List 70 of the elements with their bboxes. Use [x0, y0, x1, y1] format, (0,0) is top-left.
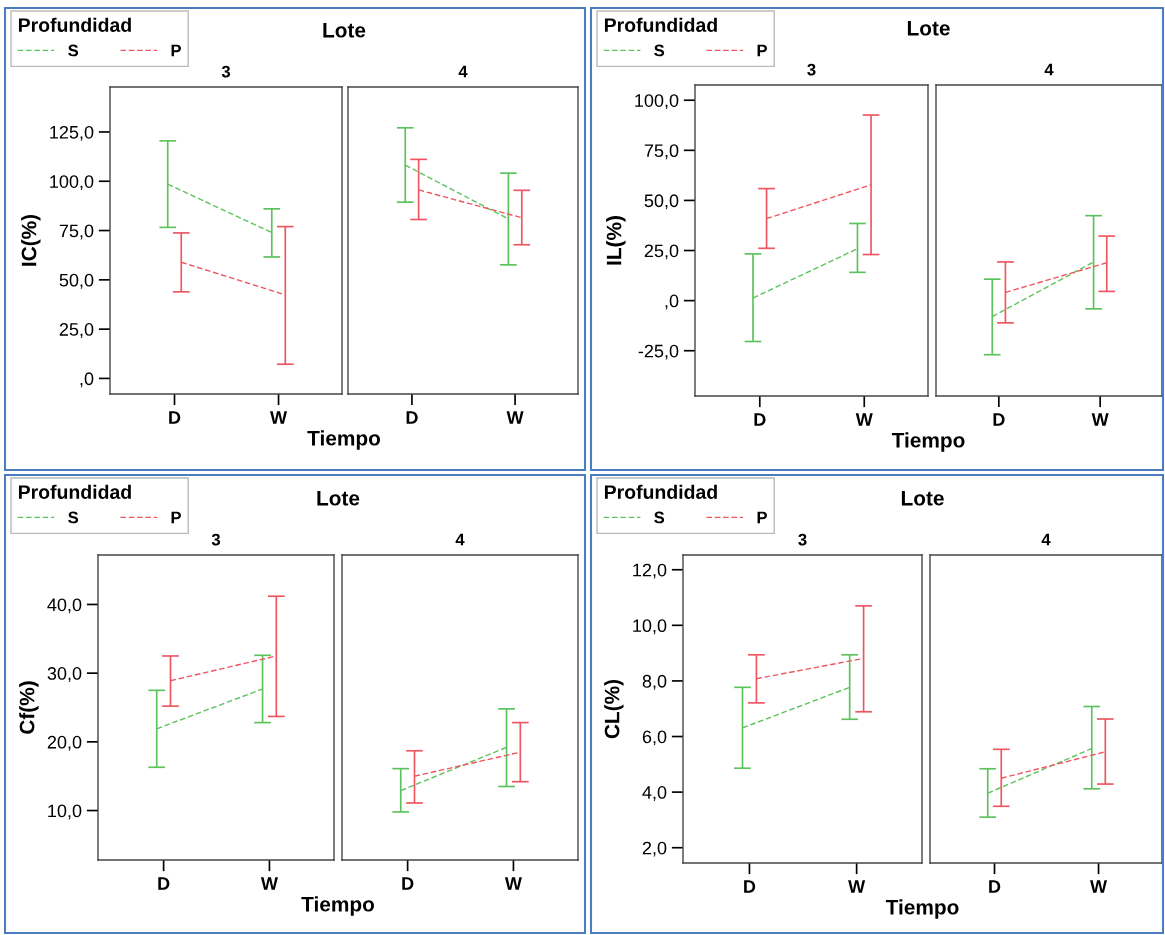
legend-title: Profundidad — [18, 484, 131, 499]
y-tick-label: 10,0 — [48, 804, 82, 820]
x-tick-label: D — [993, 413, 1005, 426]
y-tick-label: 8,0 — [642, 674, 667, 690]
y-tick-label: 4,0 — [642, 786, 667, 801]
y-axis-title: IL(%) — [606, 216, 626, 265]
chart-subtitle: 3 — [221, 65, 231, 78]
x-axis-title: Tiempo — [301, 896, 375, 916]
x-axis-title: Tiempo — [891, 432, 965, 452]
x-tick-label: W — [848, 880, 866, 893]
x-tick-label: W — [504, 877, 522, 890]
legend-label: S — [68, 511, 79, 524]
y-tick-label: 100,0 — [635, 94, 679, 110]
x-tick-label: W — [1090, 880, 1108, 893]
y-tick-label: 75,0 — [644, 144, 679, 160]
y-tick-label: 125,0 — [50, 125, 94, 141]
y-axis-title: Cf(%) — [19, 681, 39, 734]
y-tick-label: 2,0 — [642, 841, 667, 857]
chart-title: Lote — [901, 491, 944, 506]
x-tick-label: D — [406, 411, 418, 424]
x-tick-label: W — [260, 877, 278, 890]
legend-label: S — [654, 44, 665, 57]
y-tick-label: 100,0 — [50, 175, 94, 191]
x-tick-label: W — [1091, 413, 1109, 426]
y-tick-label: 40,0 — [47, 598, 82, 614]
chart-subtitle: 4 — [458, 65, 468, 78]
legend-label: S — [654, 511, 665, 524]
legend-label: S — [68, 44, 79, 57]
legend-label: P — [757, 44, 767, 57]
y-tick-label: ,0 — [80, 372, 94, 388]
chart-subtitle: 4 — [1044, 63, 1054, 76]
x-tick-label: D — [989, 880, 1001, 893]
chart-title: Lote — [317, 491, 360, 506]
legend-title: Profundidad — [604, 484, 717, 499]
y-tick-label: 30,0 — [47, 667, 82, 683]
x-tick-label: W — [270, 411, 288, 424]
y-axis-title: IC(%) — [21, 214, 41, 266]
y-tick-label: 10,0 — [633, 619, 667, 635]
chart-subtitle: 3 — [798, 533, 807, 546]
legend-title: Profundidad — [18, 17, 131, 32]
y-tick-label: 75,0 — [59, 224, 94, 240]
y-tick-label: 12,0 — [633, 563, 667, 579]
legend-label: P — [171, 44, 181, 57]
x-tick-label: D — [169, 411, 181, 424]
x-tick-label: D — [158, 877, 170, 890]
x-axis-title: Tiempo — [307, 430, 381, 450]
chart-subtitle: 3 — [211, 533, 221, 546]
x-tick-label: D — [754, 413, 766, 426]
chart-subtitle: 4 — [455, 533, 465, 546]
y-tick-label: 25,0 — [59, 323, 94, 338]
y-tick-label: 50,0 — [59, 273, 94, 289]
x-tick-label: W — [855, 413, 873, 426]
legend-title: Profundidad — [604, 17, 717, 32]
y-axis-title: CL(%) — [604, 679, 624, 739]
x-axis-title: Tiempo — [885, 899, 959, 919]
chart-title: Lote — [323, 23, 366, 38]
y-tick-label: -25,0 — [638, 344, 679, 360]
legend-label: P — [171, 511, 181, 524]
y-tick-label: 6,0 — [642, 730, 667, 746]
chart-subtitle: 4 — [1041, 533, 1051, 546]
chart-title: Lote — [907, 21, 950, 36]
x-tick-label: D — [744, 880, 756, 893]
legend-label: P — [757, 511, 767, 524]
x-tick-label: D — [402, 877, 414, 890]
y-tick-label: 25,0 — [644, 244, 679, 260]
y-tick-label: 20,0 — [47, 735, 82, 751]
y-tick-label: 50,0 — [644, 194, 679, 210]
chart-subtitle: 3 — [807, 63, 816, 76]
y-tick-label: ,0 — [665, 294, 679, 310]
x-tick-label: W — [506, 411, 524, 424]
